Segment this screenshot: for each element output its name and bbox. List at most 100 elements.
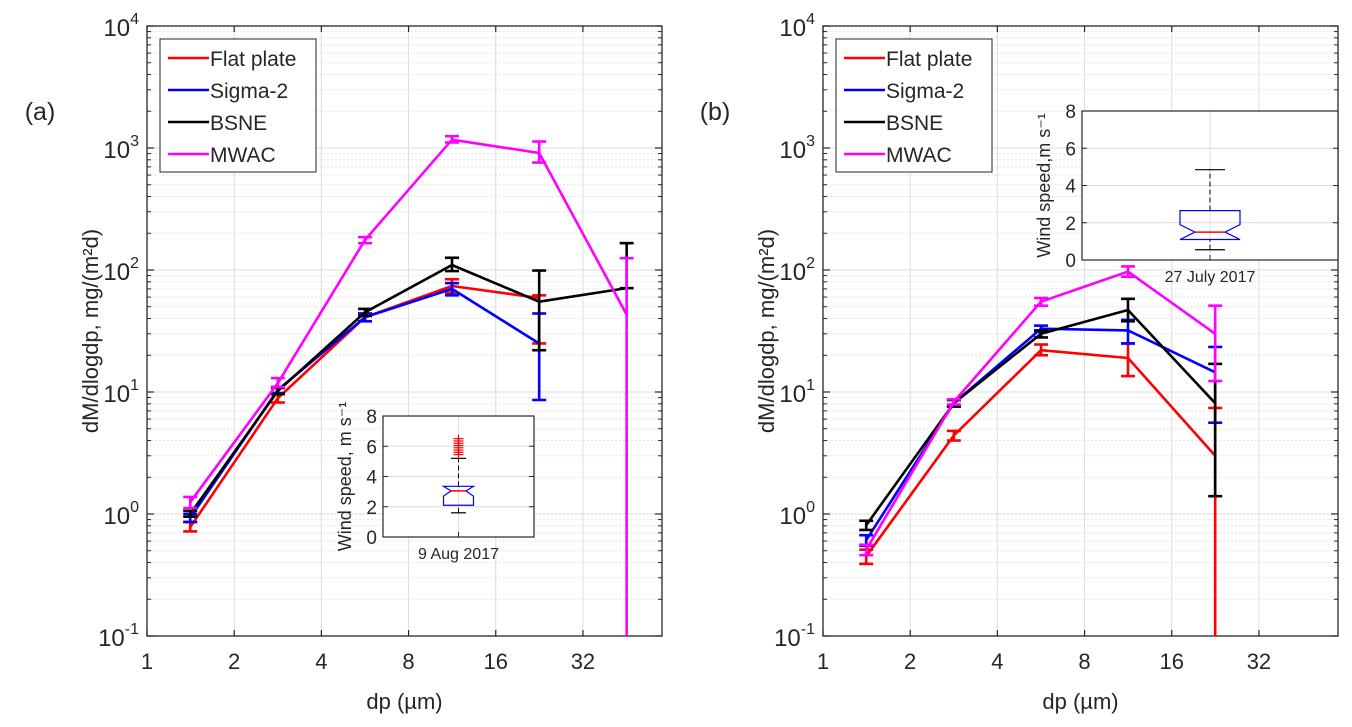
y-tick-exponent: 3 [806,133,815,150]
y-tick-exponent: -1 [801,621,815,638]
data-point [1213,401,1217,405]
x-tick-label: 16 [1160,649,1184,674]
inset-y-tick-label: 4 [1065,177,1076,198]
series-group [859,265,1223,636]
data-point [450,287,454,291]
data-point [450,138,454,141]
data-point [864,548,868,551]
y-tick-base: 10 [103,137,130,164]
y-tick-label: 102 [103,255,139,286]
legend-box [159,38,317,173]
x-tick-label: 32 [1247,649,1271,674]
y-tick-label: 100 [103,499,139,530]
inset-category-label: 27 July 2017 [1165,269,1256,286]
y-tick-base: 10 [774,625,801,652]
inset-y-tick-label: 2 [1065,214,1076,235]
data-point [276,396,280,400]
inset-y-tick-label: 8 [1065,102,1076,123]
y-tick-exponent: 2 [806,255,815,272]
y-tick-exponent: 3 [130,133,139,150]
legend-box [835,38,993,173]
y-tick-label: 103 [779,133,815,164]
data-point [864,538,868,542]
y-tick-base: 10 [103,259,130,286]
legend-label: Flat plate [210,48,296,71]
legend: Flat plate Sigma-2 BSNE MWAC [835,38,993,173]
y-tick-base: 10 [779,15,806,42]
inset-boxplot: 0 2 4 6 8 9 Aug 2017 Wind speed, m s⁻¹ [335,402,535,563]
x-axis-label: dp (µm) [1042,689,1118,714]
y-tick-base: 10 [779,503,806,530]
y-tick-label: 102 [779,255,815,286]
y-tick-exponent: 4 [806,11,815,28]
legend-label: Flat plate [886,48,972,71]
data-point [363,311,367,314]
y-tick-label: 101 [103,377,139,408]
x-tick-label: 8 [1078,649,1090,674]
axes-box [822,25,1339,637]
inset-y-tick-label: 6 [1065,139,1076,160]
x-tick-label: 2 [904,649,916,674]
series-mwac [183,134,634,636]
x-tick-label: 1 [817,649,829,674]
series-mwac [859,265,1223,557]
data-point [537,300,541,303]
inset-y-tick-label: 4 [366,468,377,489]
legend-label: BSNE [210,112,267,135]
y-tick-exponent: 4 [130,11,139,28]
x-axis-label: dp (µm) [366,689,442,714]
y-tick-label: 10-1 [774,621,815,652]
data-point [1126,270,1130,273]
inset-y-axis-label: Wind speed, m s⁻¹ [335,402,355,552]
data-point [188,500,192,504]
x-tick-label: 4 [991,649,1003,674]
y-tick-exponent: 0 [130,499,139,516]
y-tick-exponent: 2 [130,255,139,272]
notched-box [1179,210,1241,241]
y-tick-exponent: 1 [806,377,815,394]
y-tick-label: 104 [779,11,815,42]
legend: Flat plate Sigma-2 BSNE MWAC [159,38,317,173]
inset-y-tick-label: 8 [366,407,377,428]
data-point [952,434,956,437]
data-point [1126,308,1130,312]
data-point [952,400,956,404]
legend-label: Sigma-2 [210,80,288,103]
data-point [537,151,541,155]
series-line [189,263,627,515]
y-tick-base: 10 [103,381,130,408]
y-tick-label: 10-1 [98,621,139,652]
x-tick-label: 32 [571,649,595,674]
data-point [450,263,454,267]
y-tick-base: 10 [779,259,806,286]
data-point [188,512,192,516]
y-tick-base: 10 [779,137,806,164]
x-tick-label: 1 [141,649,153,674]
inset-y-tick-label: 2 [366,498,377,519]
y-tick-base: 10 [779,381,806,408]
data-point [1039,300,1043,303]
panel-label: (b) [700,98,731,126]
inset-category-label: 9 Aug 2017 [418,546,499,563]
y-tick-base: 10 [103,15,130,42]
series-group [183,134,634,636]
y-tick-label: 101 [779,377,815,408]
inset-y-tick-label: 0 [366,528,377,549]
y-tick-exponent: -1 [125,621,139,638]
y-tick-base: 10 [103,503,130,530]
y-axis-label: dM/dlogdp, mg/(m²d) [754,229,779,433]
y-tick-base: 10 [98,625,125,652]
y-axis-label: dM/dlogdp, mg/(m²d) [78,229,103,433]
legend-label: BSNE [886,112,943,135]
y-tick-exponent: 0 [806,499,815,516]
data-point [363,238,367,242]
data-point [188,525,192,529]
axes-box [146,25,663,637]
x-tick-label: 16 [484,649,508,674]
data-point [276,381,280,385]
